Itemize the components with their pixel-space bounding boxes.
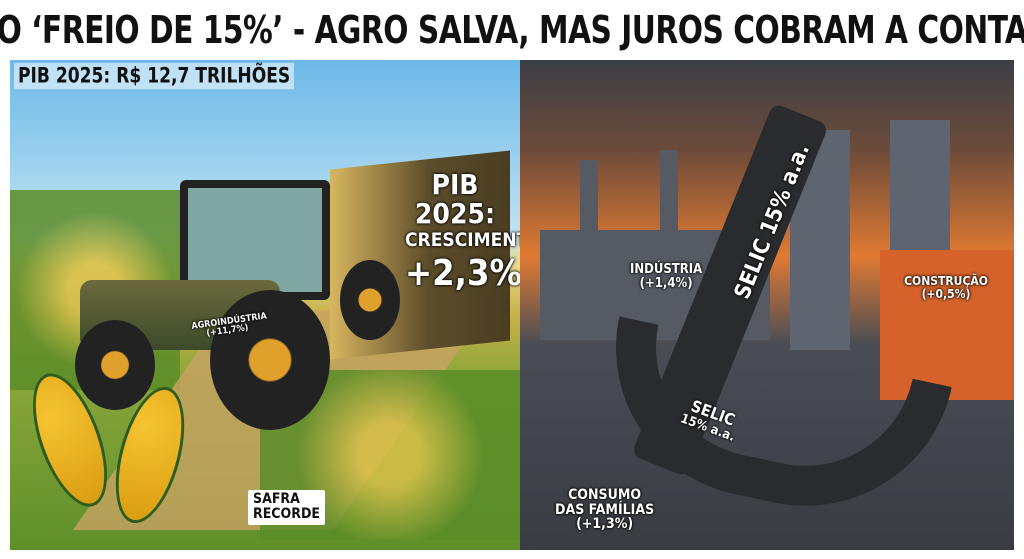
tractor-rear-wheel	[210, 290, 330, 430]
illustration: PIB 2025: CRESCIMENTO +2,3% AGROINDÚSTRI…	[10, 60, 1014, 550]
harvest-line2: RECORDE	[253, 506, 321, 523]
box-line2: CRESCIMENTO	[405, 228, 543, 251]
consumption-value: (+1,3%)	[576, 516, 634, 533]
harvest-badge: SAFRA RECORDE	[248, 490, 326, 525]
tractor-wheel	[340, 260, 400, 340]
box-line1: PIB 2025:	[414, 168, 496, 231]
construction-label: CONSTRUÇÃO (+0,5%)	[904, 274, 988, 301]
construction-building	[880, 250, 1014, 400]
consumption-line2: DAS FAMÍLIAS	[555, 501, 655, 518]
chimney	[660, 150, 678, 240]
tractor-front-wheel	[75, 320, 155, 410]
box-line3: +2,3%	[405, 252, 522, 294]
agro-panel: PIB 2025: CRESCIMENTO +2,3% AGROINDÚSTRI…	[10, 60, 543, 550]
consumption-label: CONSUMO DAS FAMÍLIAS (+1,3%)	[555, 488, 654, 532]
consumption-line1: CONSUMO	[568, 487, 642, 503]
industry-label: INDÚSTRIA (+1,4%)	[630, 263, 702, 290]
industry-value: (+1,4%)	[639, 275, 693, 291]
gdp-total: PIB 2025: R$ 12,7 TRILHÕES	[14, 62, 295, 90]
chimney	[580, 160, 598, 240]
industry-name: INDÚSTRIA	[630, 262, 703, 277]
gdp-growth-label: PIB 2025: CRESCIMENTO +2,3%	[405, 168, 543, 294]
harvest-line1: SAFRA	[253, 491, 300, 507]
headline: O ‘FREIO DE 15%’ - AGRO SALVA, MAS JUROS…	[0, 6, 1024, 52]
